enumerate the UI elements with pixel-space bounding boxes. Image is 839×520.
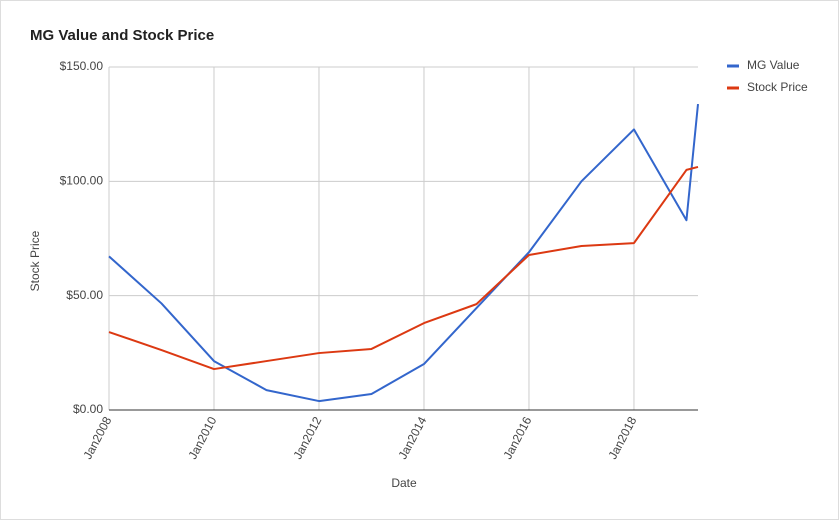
x-axis-title: Date	[391, 476, 417, 490]
y-tick-label: $150.00	[60, 59, 104, 73]
legend-label: Stock Price	[747, 80, 808, 94]
data-line	[108, 103, 699, 403]
y-tick-label: $50.00	[66, 288, 103, 302]
y-tick-label: $100.00	[60, 174, 104, 188]
data-line	[108, 165, 699, 371]
y-axis-title: Stock Price	[28, 230, 42, 291]
legend-label: MG Value	[747, 58, 800, 72]
y-tick-label: $0.00	[73, 402, 103, 416]
chart-title: MG Value and Stock Price	[30, 27, 214, 44]
